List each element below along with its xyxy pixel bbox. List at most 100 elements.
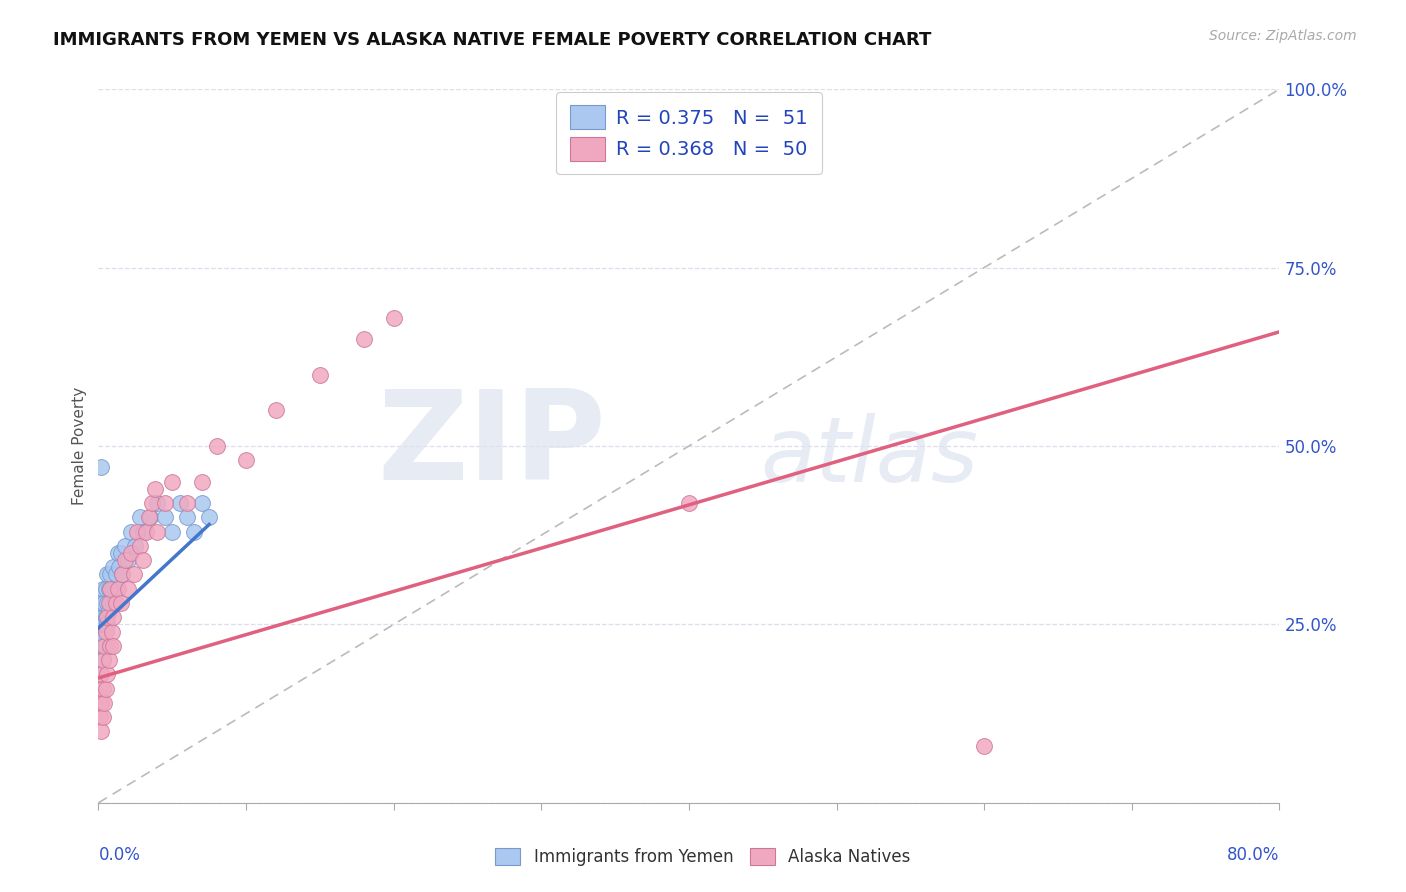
Point: [94, 610, 117, 624]
Point: [169, 496, 191, 510]
Legend: R = 0.375   N =  51, R = 0.368   N =  50: R = 0.375 N = 51, R = 0.368 N = 50: [557, 92, 821, 174]
Point: [100, 624, 122, 639]
Point: [96, 567, 118, 582]
Point: [176, 496, 198, 510]
Point: [93, 696, 115, 710]
Point: [162, 524, 183, 539]
Point: [94, 681, 117, 696]
Point: [146, 524, 169, 539]
Point: [89, 689, 111, 703]
Legend: Immigrants from Yemen, Alaska Natives: Immigrants from Yemen, Alaska Natives: [486, 840, 920, 875]
Point: [198, 510, 221, 524]
Point: [98, 596, 121, 610]
Point: [141, 496, 163, 510]
Point: [205, 439, 228, 453]
Point: [93, 617, 115, 632]
Point: [89, 624, 111, 639]
Point: [100, 582, 122, 596]
Point: [162, 475, 183, 489]
Point: [125, 524, 148, 539]
Point: [107, 546, 129, 560]
Point: [132, 553, 155, 567]
Text: ZIP: ZIP: [378, 385, 606, 507]
Point: [91, 610, 114, 624]
Point: [264, 403, 287, 417]
Point: [138, 510, 160, 524]
Point: [103, 560, 125, 574]
Point: [91, 710, 114, 724]
Y-axis label: Female Poverty: Female Poverty: [72, 387, 87, 505]
Point: [104, 582, 127, 596]
Point: [124, 539, 146, 553]
Text: 0.0%: 0.0%: [98, 846, 141, 863]
Point: [139, 510, 162, 524]
Point: [120, 524, 142, 539]
Point: [153, 496, 176, 510]
Point: [90, 639, 112, 653]
Point: [135, 524, 157, 539]
Point: [94, 639, 117, 653]
Point: [97, 596, 120, 610]
Point: [91, 632, 114, 646]
Point: [128, 539, 150, 553]
Point: [98, 567, 121, 582]
Point: [90, 596, 112, 610]
Point: [143, 482, 166, 496]
Point: [90, 460, 112, 475]
Point: [309, 368, 332, 382]
Point: [90, 696, 112, 710]
Point: [89, 667, 111, 681]
Point: [89, 639, 111, 653]
Point: [110, 596, 132, 610]
Point: [90, 667, 112, 681]
Point: [94, 582, 117, 596]
Point: [117, 553, 139, 567]
Text: 80.0%: 80.0%: [1227, 846, 1279, 863]
Point: [128, 510, 150, 524]
Point: [89, 610, 111, 624]
Point: [103, 639, 125, 653]
Point: [353, 332, 375, 346]
Point: [89, 667, 111, 681]
Point: [91, 582, 114, 596]
Point: [107, 582, 129, 596]
Point: [105, 567, 128, 582]
Point: [191, 475, 214, 489]
Point: [111, 567, 134, 582]
Point: [103, 596, 125, 610]
Point: [108, 560, 131, 574]
Point: [97, 582, 120, 596]
Point: [382, 310, 405, 325]
Point: [105, 596, 128, 610]
Point: [117, 582, 139, 596]
Point: [103, 610, 125, 624]
Point: [191, 496, 214, 510]
Point: [146, 496, 169, 510]
Point: [176, 510, 198, 524]
Point: [90, 724, 112, 739]
Point: [183, 524, 205, 539]
Point: [678, 496, 700, 510]
Point: [91, 653, 114, 667]
Point: [120, 546, 142, 560]
Text: Source: ZipAtlas.com: Source: ZipAtlas.com: [1209, 29, 1357, 43]
Point: [114, 553, 136, 567]
Point: [93, 639, 115, 653]
Point: [89, 710, 111, 724]
Text: atlas: atlas: [759, 413, 977, 500]
Point: [132, 524, 155, 539]
Point: [90, 653, 112, 667]
Point: [122, 567, 145, 582]
Point: [89, 653, 111, 667]
Text: IMMIGRANTS FROM YEMEN VS ALASKA NATIVE FEMALE POVERTY CORRELATION CHART: IMMIGRANTS FROM YEMEN VS ALASKA NATIVE F…: [53, 31, 932, 49]
Point: [111, 567, 134, 582]
Point: [96, 596, 118, 610]
Point: [97, 603, 120, 617]
Point: [98, 639, 121, 653]
Point: [93, 639, 115, 653]
Point: [97, 653, 120, 667]
Point: [96, 667, 118, 681]
Point: [110, 546, 132, 560]
Point: [973, 739, 995, 753]
Point: [114, 539, 136, 553]
